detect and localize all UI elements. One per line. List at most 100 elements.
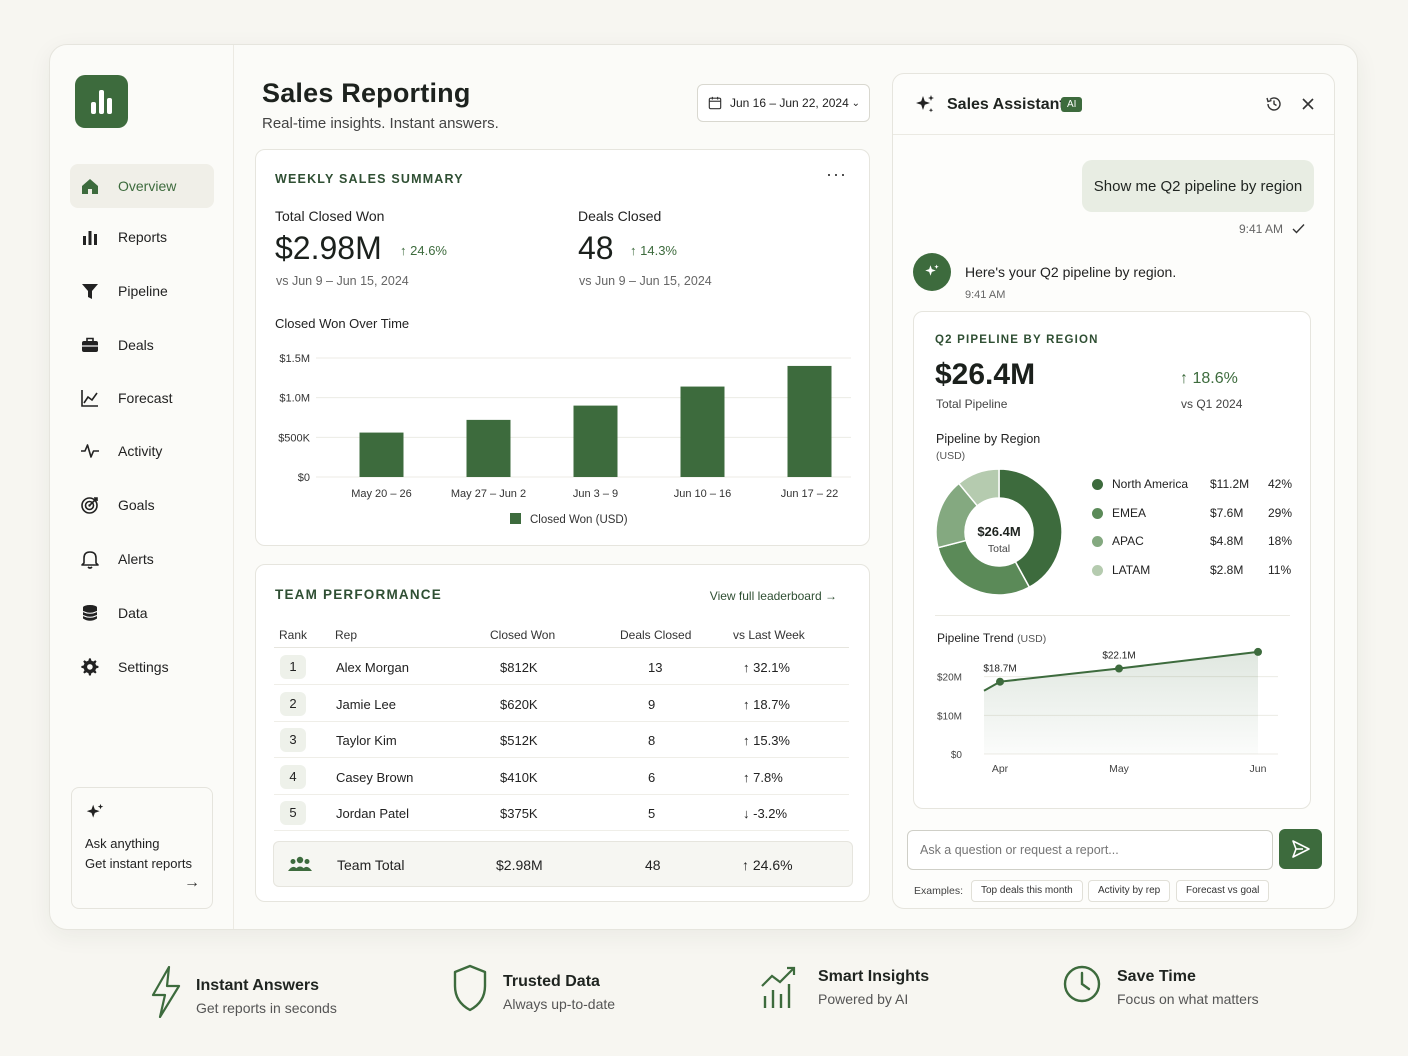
donut-center-label: Total xyxy=(987,543,1011,555)
team-total-row: Team Total $2.98M 48 ↑ 24.6% xyxy=(273,841,853,887)
trend-point-label: $18.7M xyxy=(983,664,1016,675)
app-logo[interactable] xyxy=(75,75,128,128)
assistant-input[interactable] xyxy=(907,830,1273,870)
bar xyxy=(573,405,618,477)
feature-subtitle: Focus on what matters xyxy=(1117,991,1259,1007)
col-header-deals: Deals Closed xyxy=(620,628,692,642)
sidebar: Overview Reports Pipeline Deals Forecast Acti… xyxy=(50,45,234,929)
legend-item: EMEA $7.6M 29% xyxy=(1092,505,1292,523)
rep-name: Alex Morgan xyxy=(336,660,409,675)
kpi-value: $2.98M xyxy=(275,230,382,266)
line-chart-icon xyxy=(80,388,100,408)
date-range-picker[interactable]: Jun 16 – Jun 22, 2024 ⌄ xyxy=(697,84,870,122)
col-header-rank: Rank xyxy=(279,628,308,642)
kpi-delta-value: 24.6% xyxy=(410,243,447,258)
feature-subtitle: Get reports in seconds xyxy=(196,1000,337,1016)
message-time: 9:41 AM xyxy=(1239,222,1284,236)
pipeline-delta: ↑ 18.6% xyxy=(1180,370,1238,387)
total-deals: 48 xyxy=(645,857,661,873)
legend-swatch xyxy=(1092,479,1103,490)
kpi-delta: ↑ 14.3% xyxy=(630,243,677,258)
trend-chart-title: Pipeline Trend (USD) xyxy=(937,631,1046,645)
table-row[interactable]: 3 Taylor Kim $512K 8 ↑ 15.3% xyxy=(274,722,849,758)
message-time: 9:41 AM xyxy=(965,289,1006,301)
feature-subtitle: Always up-to-date xyxy=(503,996,616,1012)
legend-swatch xyxy=(1092,564,1103,576)
database-icon xyxy=(80,603,100,623)
table-row[interactable]: 4 Casey Brown $410K 6 ↑ 7.8% xyxy=(274,759,849,795)
arrow-right-icon[interactable]: → xyxy=(184,874,200,891)
kpi-compare: vs Jun 9 – Jun 15, 2024 xyxy=(276,274,409,288)
region-donut-chart xyxy=(935,468,1063,596)
trend-point xyxy=(1254,647,1262,656)
sidebar-item-goals[interactable]: Goals xyxy=(70,483,214,527)
total-closed-won: $2.98M xyxy=(496,857,543,873)
legend-swatch xyxy=(1092,507,1103,519)
calendar-icon xyxy=(708,96,722,110)
more-options-icon[interactable]: ··· xyxy=(826,164,847,184)
x-tick-label: Apr xyxy=(992,763,1009,775)
assistant-header: Sales Assistant AI xyxy=(893,74,1334,135)
weekly-sales-summary-card: WEEKLY SALES SUMMARY ··· Total Closed Wo… xyxy=(255,149,870,546)
legend-percent: 18% xyxy=(1268,534,1293,548)
sidebar-item-pipeline[interactable]: Pipeline xyxy=(70,269,214,313)
closed-won-value: $512K xyxy=(500,733,538,748)
deals-value: 9 xyxy=(648,696,656,712)
closed-won-value: $375K xyxy=(500,806,538,821)
view-leaderboard-link[interactable]: View full leaderboard → xyxy=(710,589,837,603)
x-tick-label: Jun xyxy=(1250,763,1267,775)
deals-value: 13 xyxy=(648,660,663,675)
history-icon[interactable] xyxy=(1265,95,1283,113)
x-tick-label: May 27 – Jun 2 xyxy=(451,488,526,500)
sidebar-item-overview[interactable]: Overview xyxy=(70,164,214,208)
example-chip[interactable]: Top deals this month xyxy=(971,880,1083,902)
sidebar-item-forecast[interactable]: Forecast xyxy=(70,376,214,420)
sparkle-icon xyxy=(86,803,104,818)
vs-value: 18.7% xyxy=(753,696,790,712)
trend-point xyxy=(1115,664,1123,673)
table-row[interactable]: 1 Alex Morgan $812K 13 ↑ 32.1% xyxy=(274,649,849,685)
sparkle-icon xyxy=(916,95,934,113)
legend-percent: 42% xyxy=(1268,477,1293,491)
sidebar-item-activity[interactable]: Activity xyxy=(70,429,214,473)
table-row[interactable]: 5 Jordan Patel $375K 5 ↓ -3.2% xyxy=(274,795,849,831)
deals-value: 8 xyxy=(648,733,656,748)
sidebar-item-alerts[interactable]: Alerts xyxy=(70,537,214,581)
pipeline-total-label: Total Pipeline xyxy=(936,397,1008,411)
sidebar-item-label: Deals xyxy=(118,337,154,353)
close-icon[interactable] xyxy=(1301,97,1315,111)
pipeline-delta-sub: vs Q1 2024 xyxy=(1181,397,1243,411)
vs-last-week: ↑ 18.7% xyxy=(743,696,790,712)
bar xyxy=(466,419,511,477)
legend-swatch xyxy=(1092,536,1103,547)
sidebar-item-label: Settings xyxy=(118,659,169,675)
sidebar-item-reports[interactable]: Reports xyxy=(70,215,214,259)
closed-won-bar-chart: $0 $500K $1.0M $1.5M May 20 – 26 May 27 – Jun… xyxy=(278,353,851,526)
example-chip[interactable]: Activity by rep xyxy=(1088,880,1171,902)
trend-unit: (USD) xyxy=(1017,633,1047,645)
legend-label: EMEA xyxy=(1112,505,1147,520)
app-window: Overview Reports Pipeline Deals Forecast Acti… xyxy=(49,44,1358,930)
send-button[interactable] xyxy=(1279,829,1322,869)
kpi-value: 48 xyxy=(578,230,614,266)
feature-subtitle: Powered by AI xyxy=(818,991,909,1007)
ai-badge: AI xyxy=(1061,97,1083,112)
assistant-title: Sales Assistant xyxy=(947,96,1065,113)
y-tick-label: $0 xyxy=(298,472,310,484)
divider xyxy=(935,615,1290,616)
sidebar-item-data[interactable]: Data xyxy=(70,591,214,635)
funnel-icon xyxy=(80,281,100,301)
sidebar-item-label: Goals xyxy=(118,497,155,513)
feature-title: Smart Insights xyxy=(818,968,930,985)
sidebar-item-deals[interactable]: Deals xyxy=(70,323,214,367)
region-chart-title: Pipeline by Region xyxy=(936,432,1041,446)
vs-value: 15.3% xyxy=(753,733,790,748)
table-row[interactable]: 2 Jamie Lee $620K 9 ↑ 18.7% xyxy=(274,686,849,722)
legend-value: $7.6M xyxy=(1210,505,1244,520)
sidebar-item-settings[interactable]: Settings xyxy=(70,645,214,689)
x-tick-label: May xyxy=(1109,763,1130,775)
example-chip[interactable]: Forecast vs goal xyxy=(1176,880,1270,902)
card-title: Q2 PIPELINE BY REGION xyxy=(935,334,1099,346)
ask-anything-card[interactable]: Ask anything Get instant reports → xyxy=(71,787,213,909)
pulse-icon xyxy=(80,441,100,461)
